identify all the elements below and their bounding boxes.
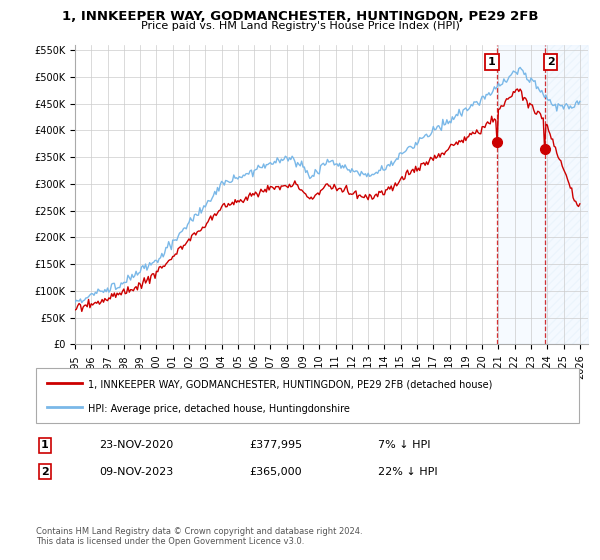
Text: 1, INNKEEPER WAY, GODMANCHESTER, HUNTINGDON, PE29 2FB: 1, INNKEEPER WAY, GODMANCHESTER, HUNTING… (62, 10, 538, 22)
Text: 23-NOV-2020: 23-NOV-2020 (99, 440, 173, 450)
Text: £365,000: £365,000 (249, 466, 302, 477)
Text: HPI: Average price, detached house, Huntingdonshire: HPI: Average price, detached house, Hunt… (88, 404, 349, 413)
Text: 09-NOV-2023: 09-NOV-2023 (99, 466, 173, 477)
Text: 22% ↓ HPI: 22% ↓ HPI (378, 466, 437, 477)
Text: 2: 2 (41, 466, 49, 477)
Bar (497, 45, 545, 344)
FancyBboxPatch shape (36, 368, 579, 423)
Text: 2: 2 (547, 57, 554, 67)
Text: 7% ↓ HPI: 7% ↓ HPI (378, 440, 431, 450)
Text: £377,995: £377,995 (249, 440, 302, 450)
Text: Contains HM Land Registry data © Crown copyright and database right 2024.
This d: Contains HM Land Registry data © Crown c… (36, 526, 362, 546)
Text: 1, INNKEEPER WAY, GODMANCHESTER, HUNTINGDON, PE29 2FB (detached house): 1, INNKEEPER WAY, GODMANCHESTER, HUNTING… (88, 379, 492, 389)
Bar (545, 45, 588, 344)
Text: 1: 1 (41, 440, 49, 450)
Text: Price paid vs. HM Land Registry's House Price Index (HPI): Price paid vs. HM Land Registry's House … (140, 21, 460, 31)
Text: 1: 1 (488, 57, 496, 67)
